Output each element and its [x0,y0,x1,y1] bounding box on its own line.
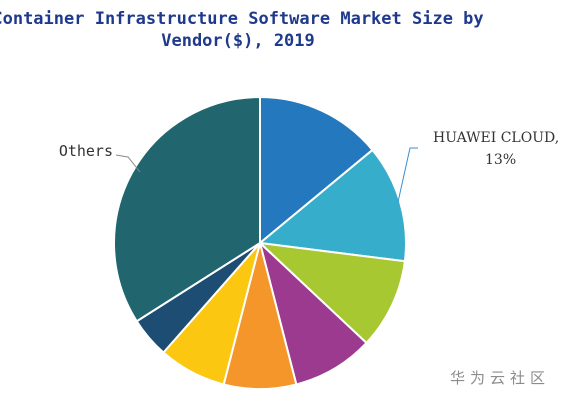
pie-slice-1 [259,95,374,246]
chart-title-line2: Vendor($), 2019 [161,31,315,51]
huawei-label-line2: 13% [485,152,516,168]
pie-slice-2 [257,148,407,263]
huawei-leader-line [397,147,418,203]
huawei-label-line1: HUAWEI CLOUD, [433,130,559,146]
others-label: Others [59,142,113,160]
pie-slices [113,95,407,390]
pie-slice-8 [113,95,261,323]
others-leader-line [115,154,141,173]
pie-slice-4 [258,239,368,386]
chart-title-line1: Container Infrastructure Software Market… [0,9,484,29]
pie-slice-3 [257,241,406,345]
watermark: 华为云社区 [449,369,550,387]
